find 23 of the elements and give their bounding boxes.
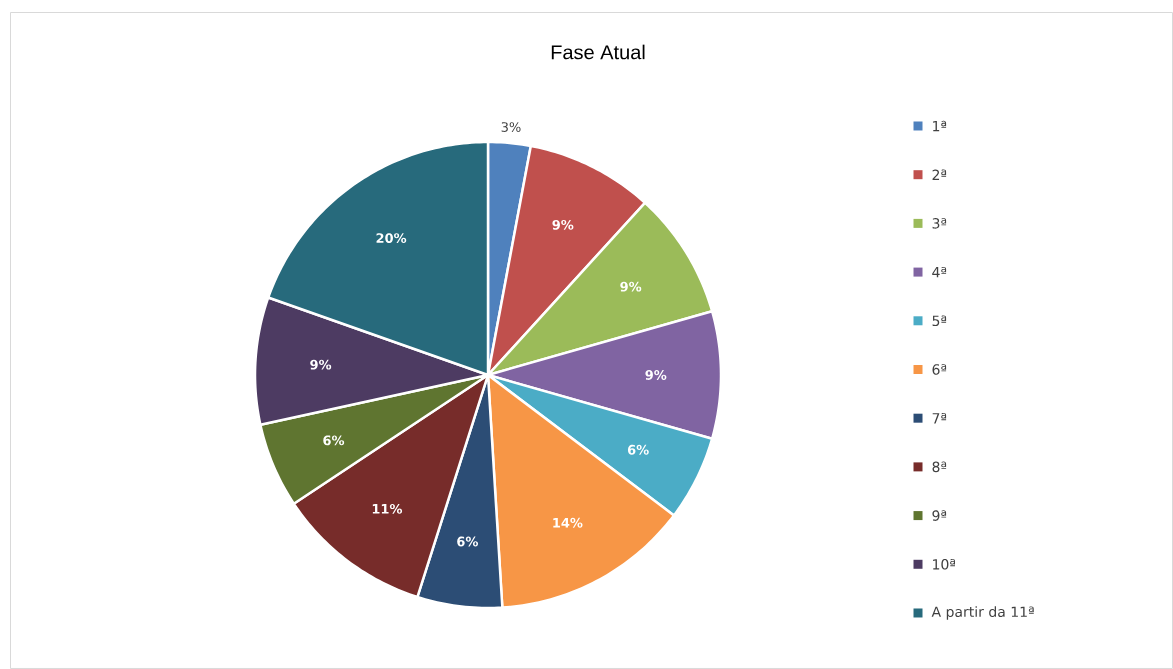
legend-label: 1ª: [933, 120, 947, 132]
data-label: 6%: [323, 435, 345, 446]
data-label: 6%: [457, 536, 479, 547]
data-label: 6%: [627, 444, 649, 455]
legend-label: 9ª: [932, 510, 947, 521]
chart-title: Fase Atual: [551, 44, 645, 60]
legend-label: 6ª: [932, 364, 947, 375]
data-label: 9%: [310, 359, 332, 370]
data-label: 9%: [552, 219, 574, 230]
legend-label: 8ª: [932, 461, 947, 473]
data-label: 9%: [645, 370, 667, 380]
data-label: 14%: [553, 517, 583, 528]
legend-label: 5ª: [932, 315, 947, 327]
legend-label: 2ª: [932, 169, 947, 180]
data-label: 20%: [376, 233, 407, 243]
data-label: 9%: [620, 281, 642, 292]
legend-label: A partir da 11ª: [931, 606, 1034, 620]
data-label: 11%: [372, 503, 403, 514]
data-label: 3%: [501, 122, 521, 132]
legend-label: 7ª: [932, 412, 947, 424]
legend-label: 3ª: [932, 218, 947, 229]
legend-label: 4ª: [932, 266, 947, 278]
legend-label: 10ª: [933, 558, 956, 570]
